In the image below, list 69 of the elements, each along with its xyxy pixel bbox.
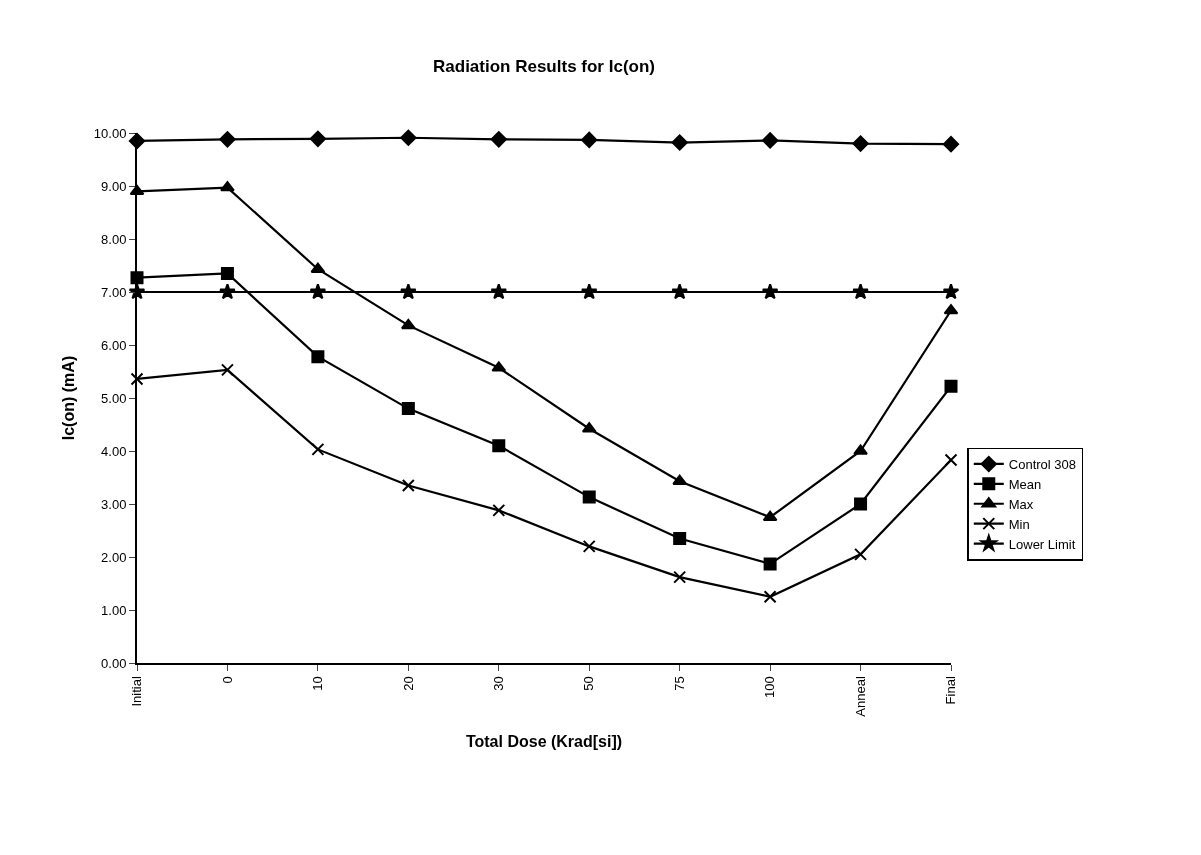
point (944, 453, 958, 467)
point (763, 557, 777, 571)
y-tick-label: 6.00 (101, 337, 127, 353)
point (671, 134, 688, 151)
point (311, 350, 325, 364)
y-tick-label: 1.00 (101, 602, 127, 618)
point (673, 531, 687, 545)
point (130, 372, 144, 386)
point (309, 130, 327, 147)
point (854, 497, 868, 511)
x-tick-label: 100 (762, 676, 778, 698)
legend-label: Control 308 (1008, 457, 1076, 473)
x-tick-label: Anneal (852, 676, 868, 717)
point (853, 444, 868, 455)
x-tick-label: 0 (219, 676, 235, 684)
point (401, 478, 415, 492)
legend-label: Max (1008, 496, 1034, 512)
point (582, 490, 596, 504)
x-tick-label: 75 (671, 676, 687, 691)
point (311, 442, 325, 456)
point (580, 283, 598, 300)
point (492, 503, 506, 517)
chart-title: Radiation Results for Ic(on) (433, 56, 655, 76)
point (942, 135, 960, 153)
x-axis-title: Total Dose (Krad[si]) (465, 732, 623, 750)
point (761, 283, 779, 300)
point (944, 379, 958, 393)
point (852, 283, 869, 300)
point (400, 318, 416, 330)
point (582, 539, 596, 553)
point (220, 266, 234, 280)
y-tick-label: 0.00 (101, 655, 127, 671)
y-tick-label: 7.00 (101, 284, 127, 300)
point (490, 283, 508, 300)
point (492, 439, 506, 453)
x-tick-label: 10 (310, 676, 326, 691)
point (763, 590, 777, 604)
legend-label: Mean (1008, 476, 1042, 492)
y-tick-label: 3.00 (101, 496, 127, 512)
x-tick-label: 20 (400, 676, 416, 691)
point (673, 570, 687, 584)
x-tick-label: Final (943, 676, 959, 705)
point (761, 132, 779, 149)
point (219, 283, 236, 300)
point (309, 283, 327, 300)
point (219, 131, 236, 148)
point (581, 131, 598, 149)
point (401, 402, 415, 416)
x-tick-label: Initial (129, 676, 145, 707)
point (220, 181, 235, 192)
point (671, 283, 688, 300)
point (942, 283, 960, 300)
y-tick-label: 8.00 (101, 231, 127, 247)
point (400, 129, 417, 146)
y-tick-label: 2.00 (101, 549, 127, 565)
x-tick-label: 50 (581, 676, 597, 691)
point (852, 135, 869, 152)
y-tick-label: 4.00 (101, 443, 127, 459)
y-tick-label: 9.00 (101, 178, 127, 194)
point (220, 363, 234, 377)
point (490, 131, 507, 148)
y-tick-label: 5.00 (101, 390, 127, 406)
point (400, 283, 417, 300)
legend-label: Min (1008, 516, 1030, 532)
point (854, 547, 868, 561)
y-tick-label: 10.00 (93, 125, 127, 141)
y-axis-title: Ic(on) (mA) (60, 355, 78, 441)
legend-label: Lower Limit (1008, 536, 1076, 552)
x-tick-label: 30 (491, 676, 507, 691)
